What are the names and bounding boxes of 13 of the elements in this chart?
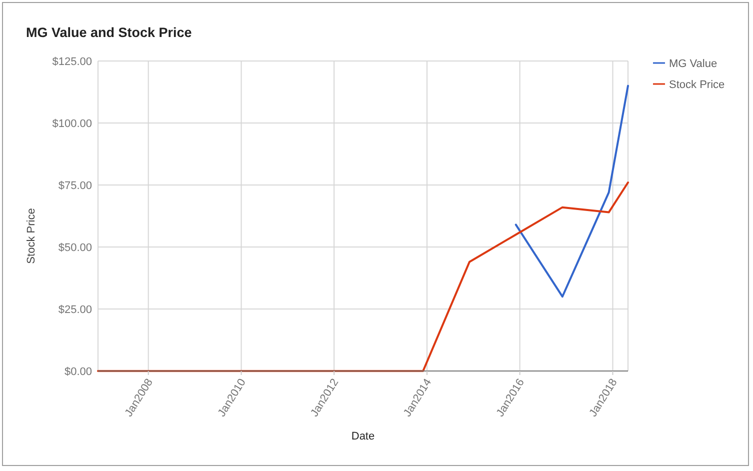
legend-label: MG Value <box>669 58 718 70</box>
y-axis-title: Stock Price <box>26 208 38 264</box>
y-tick-label: $50.00 <box>58 242 92 254</box>
chart-title: MG Value and Stock Price <box>26 24 192 41</box>
y-tick-label: $100.00 <box>52 118 92 130</box>
y-tick-label: $25.00 <box>58 304 92 316</box>
line-series <box>97 182 629 372</box>
x-axis-title: Date <box>351 430 375 444</box>
legend-label: Stock Price <box>669 79 725 91</box>
y-tick-label: $125.00 <box>52 56 92 68</box>
y-tick-label: $75.00 <box>58 180 92 192</box>
y-tick-label: $0.00 <box>64 366 92 378</box>
line-series <box>514 84 629 298</box>
